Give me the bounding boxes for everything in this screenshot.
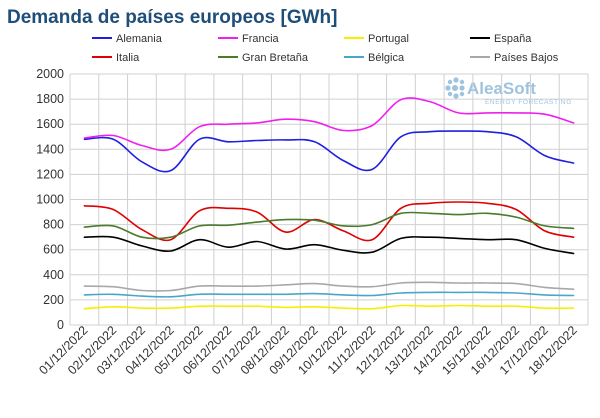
legend-item-italia: Italia (92, 52, 140, 64)
aleasoft-logo: AleaSoft ENERGY FORECASTING (445, 77, 571, 106)
legend-label: Alemania (116, 33, 163, 45)
legend-item-alemania: Alemania (92, 33, 163, 45)
y-tick-label: 1000 (36, 193, 64, 207)
chart-title: Demanda de países europeos [GWh] (7, 7, 337, 28)
series-line-alemania (83, 130, 575, 173)
legend-label: Italia (116, 52, 140, 64)
legend-label: Gran Bretaña (242, 52, 309, 64)
y-tick-label: 200 (43, 293, 64, 307)
legend-label: Portugal (368, 33, 409, 45)
x-axis: 01/12/202202/12/202203/12/202204/12/2022… (36, 323, 579, 377)
y-tick-label: 0 (57, 318, 64, 332)
series-line-francia (83, 97, 575, 152)
y-tick-label: 1200 (36, 167, 64, 181)
legend-item-espana: España (470, 33, 532, 45)
series-line-paises-bajos (83, 281, 575, 292)
series-line-portugal (83, 304, 575, 310)
legend-label: Países Bajos (494, 52, 559, 64)
legend-item-belgica: Bélgica (344, 52, 405, 64)
series-line-espana (83, 235, 575, 255)
y-axis: 0 200 400 600 800 1000 1200 1400 1600 1800 2000 (36, 67, 64, 332)
series-line-belgica (83, 291, 575, 298)
y-tick-label: 400 (43, 268, 64, 282)
legend-item-francia: Francia (218, 33, 280, 45)
legend: Alemania Francia Portugal España Italia Gran … (92, 33, 559, 64)
series-lines (83, 97, 575, 310)
y-tick-label: 1600 (36, 117, 64, 131)
y-tick-label: 600 (43, 243, 64, 257)
y-tick-label: 1800 (36, 92, 64, 106)
legend-item-paises-bajos: Países Bajos (470, 52, 559, 64)
logo-tagline: ENERGY FORECASTING (485, 99, 572, 106)
legend-item-portugal: Portugal (344, 33, 409, 45)
y-tick-label: 1400 (36, 142, 64, 156)
logo-dots-icon (445, 77, 465, 99)
y-tick-label: 2000 (36, 67, 64, 81)
legend-label: Francia (242, 33, 280, 45)
y-tick-label: 800 (43, 218, 64, 232)
legend-item-gran-bretana: Gran Bretaña (218, 52, 309, 64)
legend-label: España (494, 33, 532, 45)
legend-label: Bélgica (368, 52, 405, 64)
grid (69, 73, 589, 326)
series-line-gran-bretana (83, 211, 575, 240)
